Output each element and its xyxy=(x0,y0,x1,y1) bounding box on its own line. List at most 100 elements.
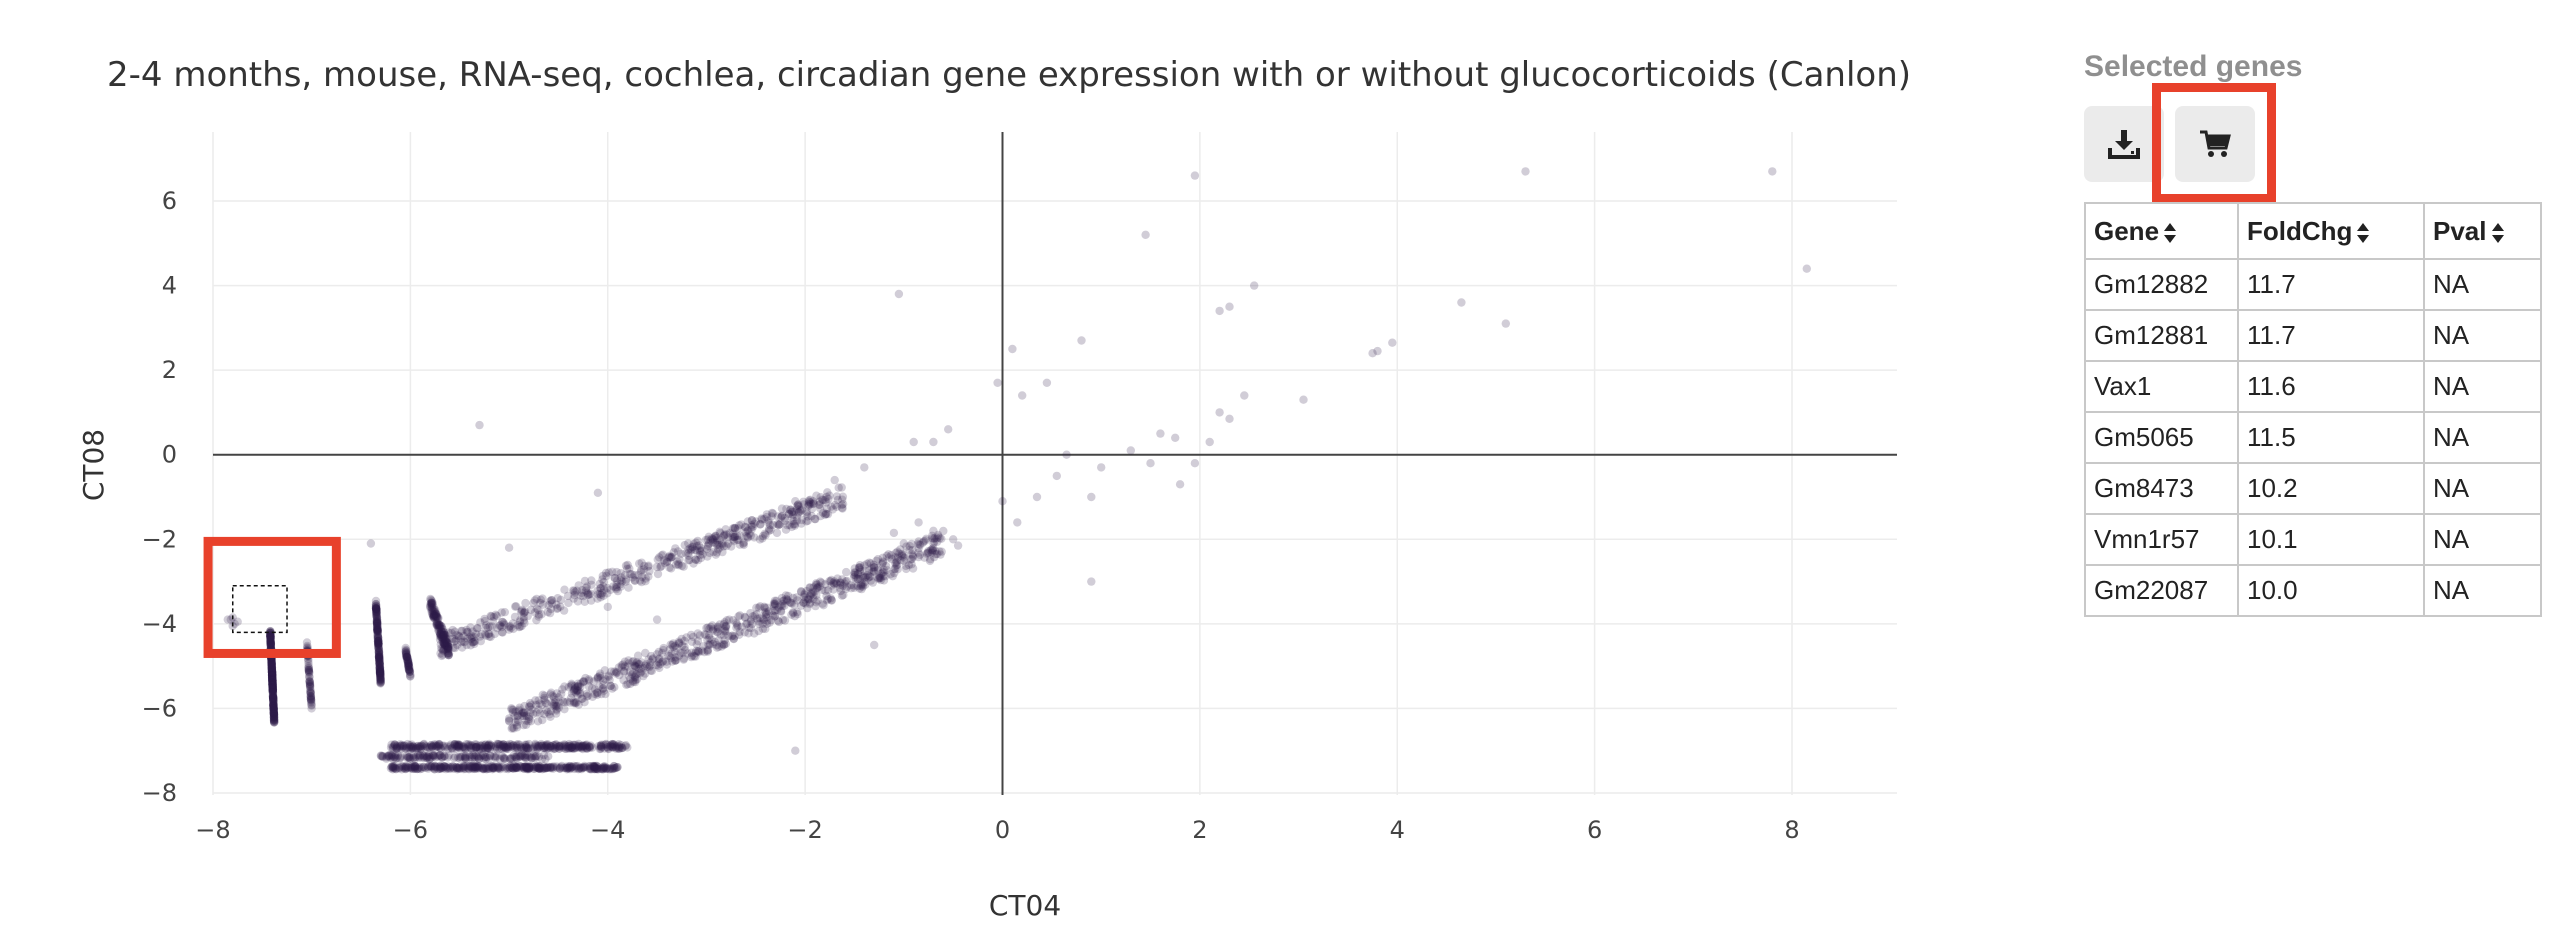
scatter-point[interactable] xyxy=(376,671,385,681)
scatter-point[interactable] xyxy=(477,763,487,772)
scatter-point[interactable] xyxy=(493,762,503,772)
scatter-point[interactable] xyxy=(374,644,383,653)
scatter-point[interactable] xyxy=(929,437,938,447)
scatter-point[interactable] xyxy=(496,621,505,630)
scatter-point[interactable] xyxy=(374,639,383,648)
scatter-point[interactable] xyxy=(268,678,277,687)
scatter-point[interactable] xyxy=(534,752,544,761)
scatter-point[interactable] xyxy=(499,619,509,628)
scatter-point[interactable] xyxy=(783,521,792,530)
scatter-point[interactable] xyxy=(1802,264,1812,273)
scatter-point[interactable] xyxy=(730,532,740,541)
scatter-point[interactable] xyxy=(384,752,394,761)
scatter-point[interactable] xyxy=(269,704,278,713)
scatter-point[interactable] xyxy=(607,740,616,749)
scatter-point[interactable] xyxy=(1126,446,1136,455)
scatter-point[interactable] xyxy=(268,682,277,692)
scatter-point[interactable] xyxy=(684,539,693,548)
scatter-point[interactable] xyxy=(684,548,693,558)
scatter-point[interactable] xyxy=(389,762,398,771)
scatter-point[interactable] xyxy=(403,653,412,662)
scatter-point[interactable] xyxy=(615,670,624,680)
scatter-point[interactable] xyxy=(498,617,507,627)
scatter-point[interactable] xyxy=(435,635,445,644)
scatter-point[interactable] xyxy=(584,682,594,691)
scatter-point[interactable] xyxy=(404,744,413,753)
scatter-point[interactable] xyxy=(513,712,522,721)
scatter-point[interactable] xyxy=(811,601,820,611)
scatter-point[interactable] xyxy=(577,763,586,773)
scatter-point[interactable] xyxy=(460,754,470,763)
scatter-point[interactable] xyxy=(375,668,385,678)
scatter-point[interactable] xyxy=(444,645,453,654)
scatter-point[interactable] xyxy=(830,577,839,586)
scatter-point[interactable] xyxy=(513,715,522,724)
scatter-point[interactable] xyxy=(450,643,460,653)
scatter-point[interactable] xyxy=(522,762,531,771)
scatter-point[interactable] xyxy=(543,762,553,771)
scatter-point[interactable] xyxy=(542,763,552,772)
scatter-point[interactable] xyxy=(671,560,681,569)
scatter-point[interactable] xyxy=(686,546,696,555)
scatter-point[interactable] xyxy=(909,437,918,447)
scatter-point[interactable] xyxy=(514,744,523,753)
scatter-point[interactable] xyxy=(672,656,681,665)
scatter-point[interactable] xyxy=(472,742,481,751)
scatter-point[interactable] xyxy=(526,708,535,718)
scatter-point[interactable] xyxy=(837,503,847,512)
scatter-point[interactable] xyxy=(447,744,456,753)
scatter-point[interactable] xyxy=(558,697,568,706)
scatter-point[interactable] xyxy=(555,742,565,751)
scatter-point[interactable] xyxy=(407,742,416,752)
scatter-point[interactable] xyxy=(841,577,850,586)
scatter-point[interactable] xyxy=(610,573,619,583)
scatter-point[interactable] xyxy=(869,566,878,575)
scatter-point[interactable] xyxy=(770,606,780,615)
scatter-point[interactable] xyxy=(532,616,541,625)
scatter-point[interactable] xyxy=(455,752,465,761)
scatter-point[interactable] xyxy=(495,621,504,631)
scatter-point[interactable] xyxy=(388,751,397,760)
scatter-point[interactable] xyxy=(497,608,506,617)
scatter-point[interactable] xyxy=(373,616,382,625)
scatter-point[interactable] xyxy=(689,651,699,661)
scatter-point[interactable] xyxy=(599,686,609,695)
scatter-point[interactable] xyxy=(267,667,277,676)
scatter-point[interactable] xyxy=(610,683,619,692)
scatter-point[interactable] xyxy=(596,764,606,773)
scatter-point[interactable] xyxy=(471,762,480,772)
scatter-point[interactable] xyxy=(523,764,532,773)
scatter-point[interactable] xyxy=(930,534,939,543)
scatter-point[interactable] xyxy=(551,695,560,705)
scatter-point[interactable] xyxy=(408,764,418,774)
scatter-point[interactable] xyxy=(711,531,720,540)
scatter-point[interactable] xyxy=(585,743,595,753)
scatter-point[interactable] xyxy=(637,565,646,575)
scatter-point[interactable] xyxy=(748,612,757,621)
scatter-point[interactable] xyxy=(268,686,277,695)
scatter-point[interactable] xyxy=(544,743,553,753)
scatter-point[interactable] xyxy=(596,741,605,750)
scatter-point[interactable] xyxy=(373,627,382,636)
scatter-point[interactable] xyxy=(423,743,432,752)
scatter-point[interactable] xyxy=(267,667,277,677)
scatter-point[interactable] xyxy=(267,671,277,681)
scatter-point[interactable] xyxy=(750,533,759,542)
scatter-point[interactable] xyxy=(441,637,450,646)
scatter-point[interactable] xyxy=(399,763,408,773)
scatter-point[interactable] xyxy=(584,675,593,684)
scatter-point[interactable] xyxy=(306,688,315,697)
scatter-point[interactable] xyxy=(926,555,935,564)
scatter-point[interactable] xyxy=(525,763,534,773)
scatter-point[interactable] xyxy=(757,515,767,524)
scatter-point[interactable] xyxy=(1042,378,1052,387)
scatter-point[interactable] xyxy=(594,741,603,751)
scatter-point[interactable] xyxy=(504,716,514,725)
scatter-point[interactable] xyxy=(914,552,923,562)
scatter-point[interactable] xyxy=(507,704,516,713)
scatter-point[interactable] xyxy=(472,740,481,749)
scatter-point[interactable] xyxy=(407,762,416,771)
scatter-point[interactable] xyxy=(531,696,540,705)
scatter-point[interactable] xyxy=(624,656,633,665)
scatter-point[interactable] xyxy=(792,504,802,514)
